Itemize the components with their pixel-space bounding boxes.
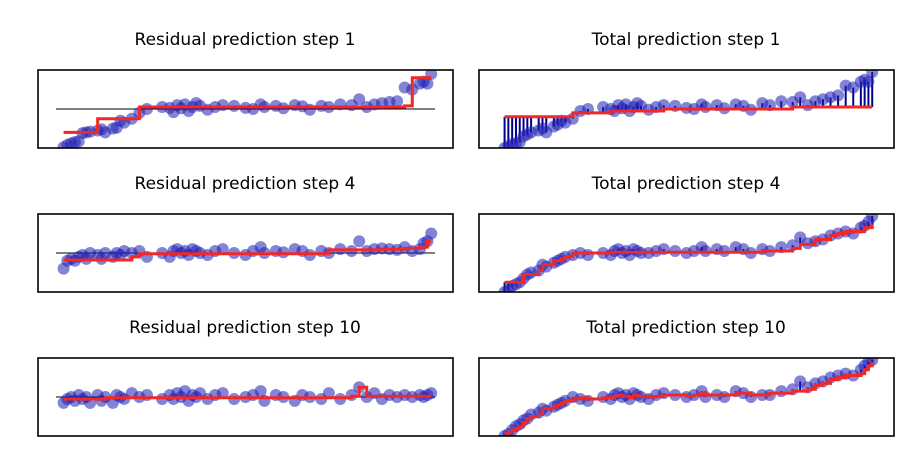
data-point — [216, 387, 229, 400]
data-point — [866, 214, 879, 222]
data-point — [391, 95, 404, 108]
data-point — [216, 99, 229, 112]
data-point — [353, 93, 366, 106]
prediction-step-line — [63, 385, 432, 401]
data-point — [775, 95, 788, 108]
panel-total-step-1: Total prediction step 1 — [478, 30, 895, 149]
axes-frame — [478, 213, 895, 293]
plot-area — [56, 381, 438, 409]
data-point — [794, 91, 807, 104]
data-point — [277, 246, 290, 259]
data-point — [140, 103, 153, 115]
data-point — [699, 101, 712, 114]
plot-area — [56, 70, 438, 148]
plot-area — [498, 214, 879, 292]
prediction-step-line — [63, 239, 432, 262]
data-point — [718, 391, 731, 403]
data-point — [832, 89, 845, 102]
panel-title: Residual prediction step 4 — [135, 174, 356, 194]
panel-residual-step-4: Residual prediction step 4 — [37, 174, 454, 293]
data-point — [216, 243, 229, 256]
axes-frame — [478, 69, 895, 149]
axes-frame — [478, 357, 895, 437]
panel-title: Total prediction step 4 — [591, 174, 781, 194]
data-point — [254, 385, 267, 398]
data-point — [581, 248, 594, 261]
prediction-step-line — [504, 223, 874, 284]
data-point — [421, 77, 434, 90]
data-point — [322, 387, 335, 400]
panel-title: Residual prediction step 10 — [129, 318, 361, 338]
data-point — [425, 227, 438, 240]
panel-total-step-4: Total prediction step 4 — [478, 174, 895, 293]
prediction-step-line — [63, 76, 432, 134]
panel-total-step-10: Total prediction step 10 — [478, 318, 895, 437]
panel-residual-step-1: Residual prediction step 1 — [37, 30, 454, 149]
panel-title: Total prediction step 10 — [585, 318, 786, 338]
plot-area — [56, 227, 438, 275]
prediction-step-line — [504, 105, 873, 119]
data-point — [866, 70, 879, 78]
data-point — [353, 235, 366, 248]
data-point — [862, 75, 875, 88]
axes-frame — [37, 357, 454, 437]
axes-frame — [37, 213, 454, 293]
axes-frame — [37, 69, 454, 149]
prediction-step-line — [504, 361, 874, 436]
panel-title: Total prediction step 1 — [591, 30, 781, 50]
panel-residual-step-10: Residual prediction step 10 — [37, 318, 454, 437]
plot-area — [498, 70, 879, 148]
panel-title: Residual prediction step 1 — [135, 30, 356, 50]
data-point — [775, 385, 788, 398]
plot-area — [498, 358, 879, 436]
